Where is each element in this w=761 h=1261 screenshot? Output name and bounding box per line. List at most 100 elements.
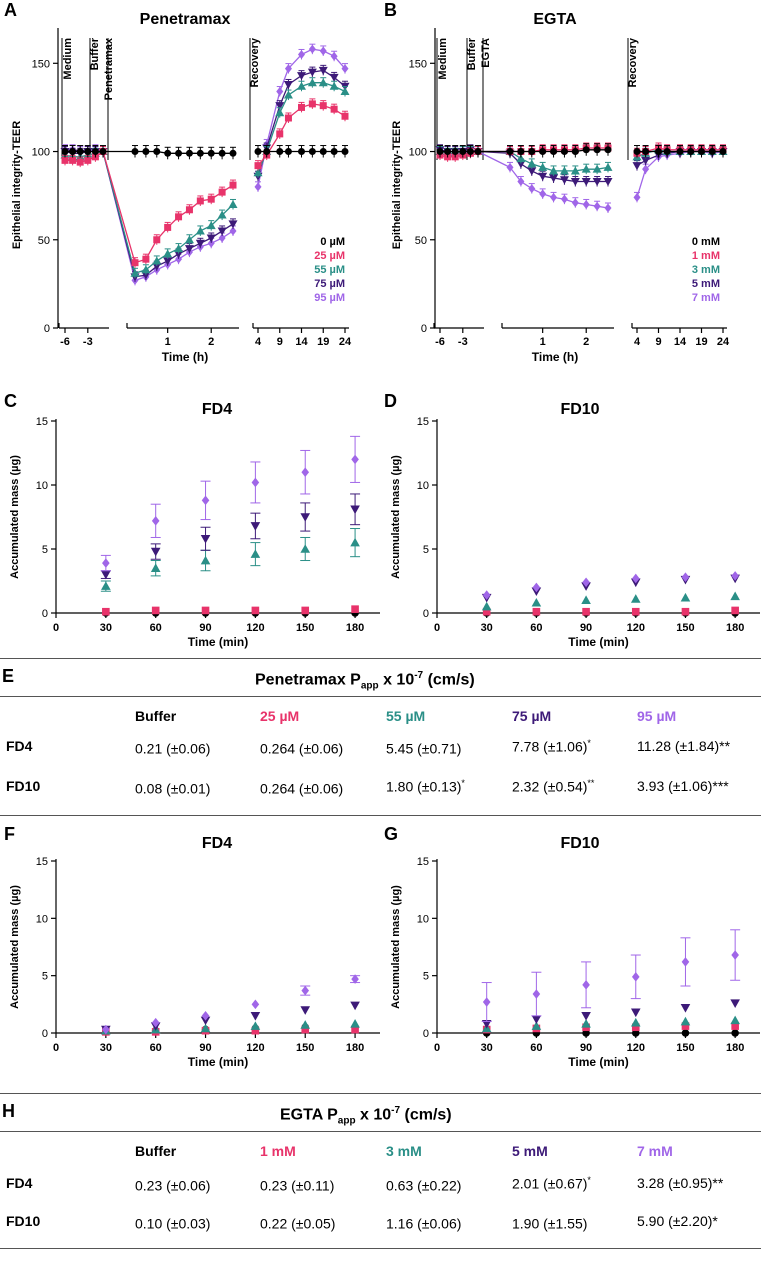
cell-significance: * xyxy=(587,1175,591,1185)
data-point xyxy=(655,148,662,156)
title-main: Penetramax P xyxy=(255,671,361,689)
data-point xyxy=(592,164,602,173)
data-point xyxy=(301,467,310,477)
x-axis-label: Time (h) xyxy=(162,350,208,364)
data-point xyxy=(527,159,537,168)
data-point xyxy=(517,148,525,156)
data-point xyxy=(318,66,328,75)
data-point xyxy=(559,176,569,185)
x-tick-label: 60 xyxy=(530,1042,542,1054)
data-point xyxy=(330,105,338,113)
y-tick-label: 0 xyxy=(423,1028,429,1040)
title-mid: x 10 xyxy=(355,1106,392,1124)
cell-significance: ** xyxy=(587,778,595,788)
panel-label-b: B xyxy=(384,0,397,20)
x-axis-label: Time (min) xyxy=(188,635,248,649)
data-point xyxy=(218,149,226,157)
data-point xyxy=(200,555,211,565)
data-point xyxy=(250,549,261,558)
data-point xyxy=(153,148,161,156)
table-egta: H EGTA Papp x 10-7 (cm/s) Buffer 1 mM 3 … xyxy=(0,1093,761,1253)
phase-label: Penetramax xyxy=(103,37,115,100)
row-header-fd10: FD10 xyxy=(6,778,41,794)
cell-value: 0.63 (±0.22) xyxy=(386,1177,462,1194)
legend-entry: 75 µM xyxy=(314,278,345,290)
data-point xyxy=(301,1025,310,1034)
data-point xyxy=(201,606,210,615)
data-point xyxy=(251,1026,260,1035)
x-tick-label: 60 xyxy=(530,622,542,634)
x-tick-label: 0 xyxy=(53,622,59,634)
data-point xyxy=(102,607,110,616)
x-tick-label: 14 xyxy=(295,336,308,348)
data-point xyxy=(184,235,194,244)
title-main: EGTA P xyxy=(280,1106,338,1124)
data-point xyxy=(151,1017,160,1028)
data-point xyxy=(341,112,349,120)
y-tick-label: 50 xyxy=(415,235,427,247)
data-point xyxy=(163,249,173,258)
x-axis-label: Time (min) xyxy=(568,635,628,649)
y-tick-label: 15 xyxy=(36,856,48,868)
data-point xyxy=(69,156,77,164)
col-header-c4: 7 mM xyxy=(637,1143,673,1159)
x-tick-label: 90 xyxy=(580,1042,592,1054)
panel-label-a: A xyxy=(4,0,17,20)
cell-value: 0.21 (±0.06) xyxy=(135,740,211,757)
data-point xyxy=(559,166,569,175)
x-tick-label: 120 xyxy=(627,1042,645,1054)
data-point xyxy=(300,513,311,522)
x-tick-label: 180 xyxy=(726,1042,744,1054)
data-point xyxy=(150,547,161,557)
data-point xyxy=(451,148,459,156)
data-point xyxy=(200,1016,211,1026)
x-tick-label: 180 xyxy=(346,1042,364,1054)
data-point xyxy=(528,148,536,156)
data-point xyxy=(531,597,542,607)
data-point xyxy=(196,149,204,157)
data-point xyxy=(76,148,84,156)
data-point xyxy=(592,178,602,187)
data-point xyxy=(582,980,590,990)
data-point xyxy=(350,1019,360,1028)
legend-entry: 5 mM xyxy=(692,278,720,290)
col-header-c4: 95 µM xyxy=(637,708,677,724)
data-point xyxy=(444,148,452,156)
data-point xyxy=(593,201,601,211)
data-point xyxy=(341,148,349,156)
title-sup: -7 xyxy=(391,1105,401,1116)
data-point xyxy=(630,1008,641,1018)
data-point xyxy=(207,238,215,248)
legend-entry: 55 µM xyxy=(314,264,345,276)
data-point xyxy=(582,607,590,616)
data-point xyxy=(731,606,739,615)
data-point xyxy=(482,997,491,1007)
data-point xyxy=(663,148,671,156)
data-point xyxy=(581,1012,591,1021)
data-point xyxy=(206,221,216,230)
legend-entry: 0 µM xyxy=(320,236,345,248)
data-point xyxy=(195,239,205,248)
data-point xyxy=(351,1025,359,1034)
data-point xyxy=(102,1024,110,1035)
data-point xyxy=(351,454,359,465)
data-point xyxy=(719,148,727,156)
data-point xyxy=(506,162,514,172)
data-point xyxy=(632,162,642,171)
cell: 1.80 (±0.13)* xyxy=(386,778,465,795)
legend-entry: 3 mM xyxy=(692,264,720,276)
cell: 0.08 (±0.01) xyxy=(135,778,210,797)
data-point xyxy=(538,162,548,171)
data-point xyxy=(152,256,162,265)
data-point xyxy=(631,573,640,584)
data-point xyxy=(582,577,590,588)
cell-value: 0.23 (±0.06) xyxy=(135,1177,211,1194)
data-point xyxy=(283,80,293,89)
cell-value: 0.264 (±0.06) xyxy=(260,740,344,757)
x-tick-label: 24 xyxy=(339,336,352,348)
cell-significance: * xyxy=(587,738,591,748)
data-point xyxy=(680,1003,691,1013)
data-point xyxy=(531,1021,542,1030)
data-point xyxy=(217,227,227,236)
data-point xyxy=(284,148,292,156)
